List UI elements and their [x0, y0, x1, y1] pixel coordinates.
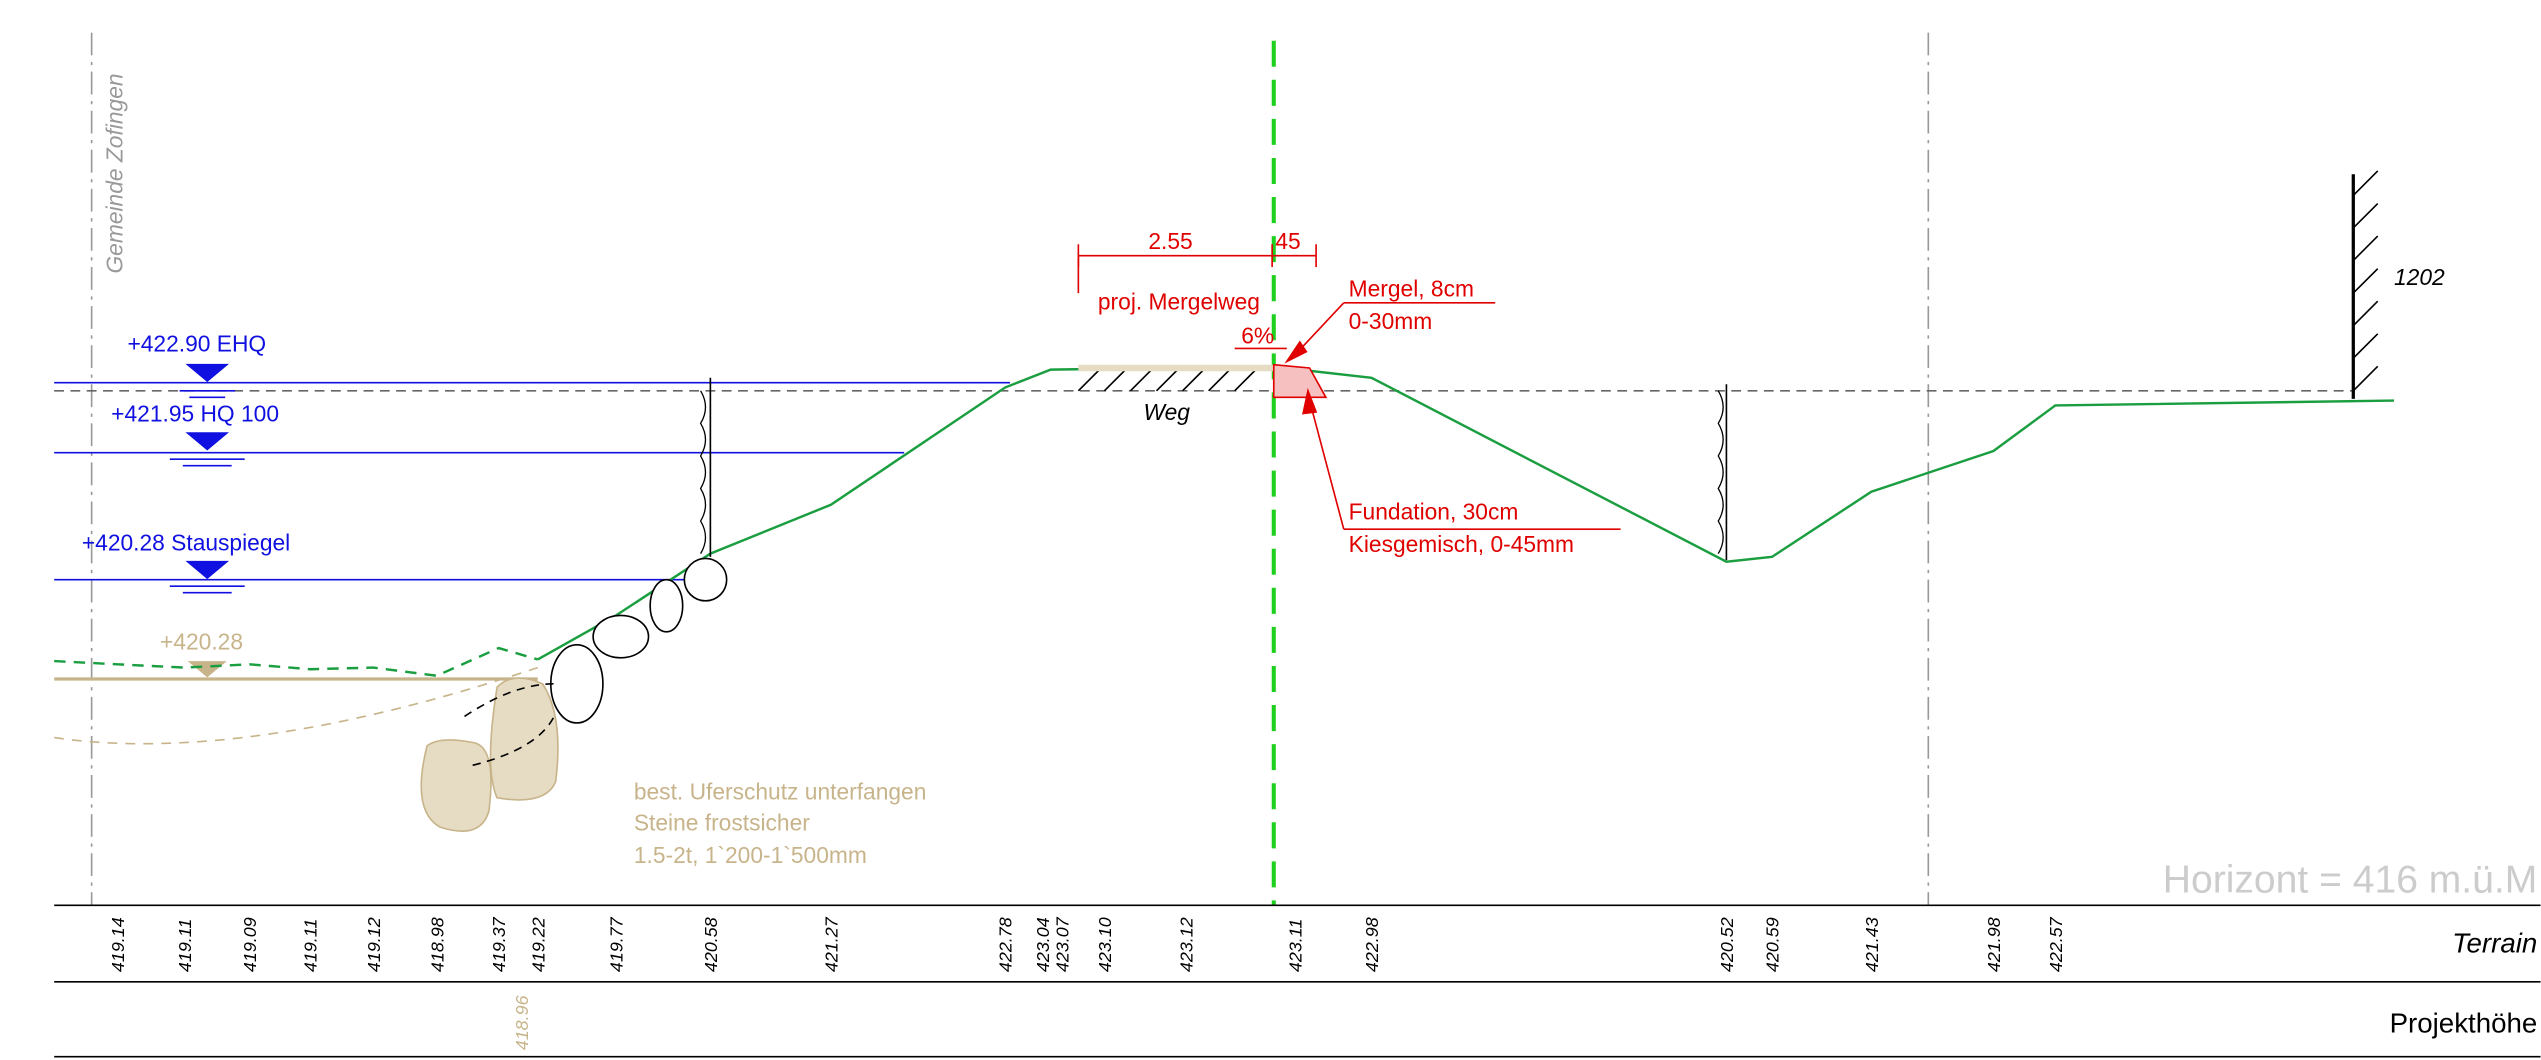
height-label: 418.98 — [427, 917, 447, 972]
height-label: 423.07 — [1053, 916, 1073, 972]
water-level: +421.95 HQ 100 — [111, 401, 279, 427]
height-label: 419.14 — [108, 917, 128, 972]
municipality: Gemeinde Zofingen — [102, 73, 128, 273]
height-label: 418.96 — [512, 995, 532, 1050]
height-label: 423.10 — [1095, 917, 1115, 972]
layer: Kiesgemisch, 0-45mm — [1349, 531, 1574, 557]
height-label: 419.77 — [606, 916, 626, 972]
height-label: 423.04 — [1033, 917, 1053, 972]
water-level: +420.28 — [160, 629, 243, 655]
height-label: 419.37 — [489, 916, 509, 972]
slope: 6% — [1241, 323, 1274, 349]
height-label: 421.27 — [821, 916, 841, 972]
dimension: 2.55 — [1148, 228, 1192, 254]
height-label: 423.11 — [1285, 919, 1305, 972]
dimension: 45 — [1275, 228, 1300, 254]
height-label: 419.11 — [300, 919, 320, 972]
horizon: Horizont = 416 m.ü.M — [2163, 858, 2538, 901]
path-label: proj. Mergelweg — [1098, 288, 1260, 314]
row-label: Terrain — [2452, 928, 2537, 959]
height-label: 419.12 — [364, 917, 384, 972]
parcel: 1202 — [2394, 264, 2445, 290]
height-label: 419.09 — [240, 917, 260, 972]
height-label: 419.11 — [175, 919, 195, 972]
layer: 0-30mm — [1349, 308, 1433, 334]
layer: Fundation, 30cm — [1349, 498, 1519, 524]
height-label: 422.98 — [1362, 917, 1382, 972]
height-label: 419.22 — [528, 917, 548, 972]
height-label: 420.52 — [1717, 917, 1737, 972]
water-level: +420.28 Stauspiegel — [82, 529, 290, 555]
note: best. Uferschutz unterfangen — [634, 778, 927, 804]
height-label: 420.59 — [1763, 917, 1783, 972]
height-label: 421.43 — [1862, 917, 1882, 972]
note: Steine frostsicher — [634, 809, 810, 835]
path-name: Weg — [1143, 399, 1190, 425]
height-label: 422.78 — [996, 917, 1016, 972]
height-label: 420.58 — [701, 917, 721, 972]
layer: Mergel, 8cm — [1349, 275, 1474, 301]
height-label: 423.12 — [1176, 917, 1196, 972]
layout — [54, 32, 2541, 1058]
height-label: 422.57 — [2046, 916, 2066, 972]
note: 1.5-2t, 1`200-1`500mm — [634, 842, 867, 868]
height-label: 421.98 — [1984, 917, 2004, 972]
water-level: +422.90 EHQ — [127, 331, 266, 357]
row-label: Projekthöhe — [2390, 1007, 2538, 1038]
